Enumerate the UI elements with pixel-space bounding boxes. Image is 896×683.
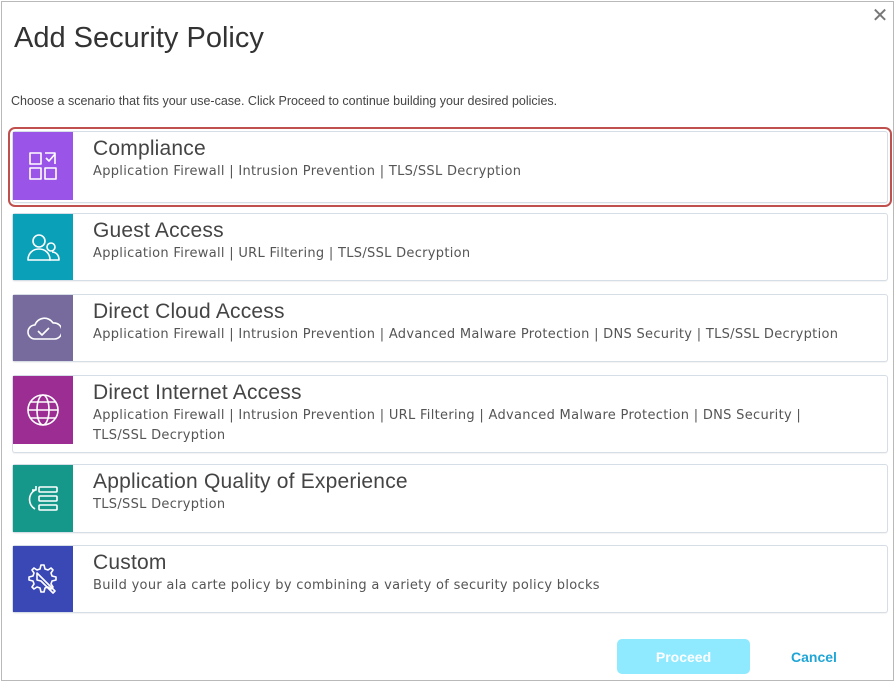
scenario-title: Guest Access [93, 219, 224, 242]
scenario-title: Custom [93, 551, 167, 574]
scenario-title: Application Quality of Experience [93, 470, 408, 493]
scenario-card-compliance[interactable]: Compliance Application Firewall | Intrus… [8, 127, 892, 207]
checklist-grid-icon [13, 132, 73, 200]
scenario-description: TLS/SSL Decryption [93, 497, 226, 512]
list-refresh-icon [13, 465, 73, 532]
dialog-subtitle: Choose a scenario that fits your use-cas… [11, 94, 558, 108]
scenario-title: Direct Cloud Access [93, 300, 285, 323]
gear-wrench-icon [13, 546, 73, 612]
scenario-title: Direct Internet Access [93, 381, 302, 404]
proceed-button[interactable]: Proceed [617, 639, 750, 674]
cancel-button[interactable]: Cancel [770, 639, 858, 674]
scenario-description: Application Firewall | Intrusion Prevent… [93, 164, 522, 179]
scenario-card-custom[interactable]: Custom Build your ala carte policy by co… [12, 545, 888, 613]
close-icon[interactable]: ✕ [871, 5, 889, 27]
scenario-description: Build your ala carte policy by combining… [93, 578, 600, 593]
cloud-check-icon [13, 295, 73, 361]
scenario-description: Application Firewall | Intrusion Prevent… [93, 327, 839, 342]
scenario-card-application-quality-of-experience[interactable]: Application Quality of Experience TLS/SS… [12, 464, 888, 533]
users-icon [13, 214, 73, 280]
scenario-description: Application Firewall | Intrusion Prevent… [93, 408, 802, 443]
dialog-title: Add Security Policy [14, 22, 264, 54]
scenario-card-direct-internet-access[interactable]: Direct Internet Access Application Firew… [12, 375, 888, 453]
scenario-description: Application Firewall | URL Filtering | T… [93, 246, 471, 261]
scenario-title: Compliance [93, 137, 206, 160]
globe-icon [13, 376, 73, 444]
scenario-card-direct-cloud-access[interactable]: Direct Cloud Access Application Firewall… [12, 294, 888, 362]
scenario-card-guest-access[interactable]: Guest Access Application Firewall | URL … [12, 213, 888, 281]
